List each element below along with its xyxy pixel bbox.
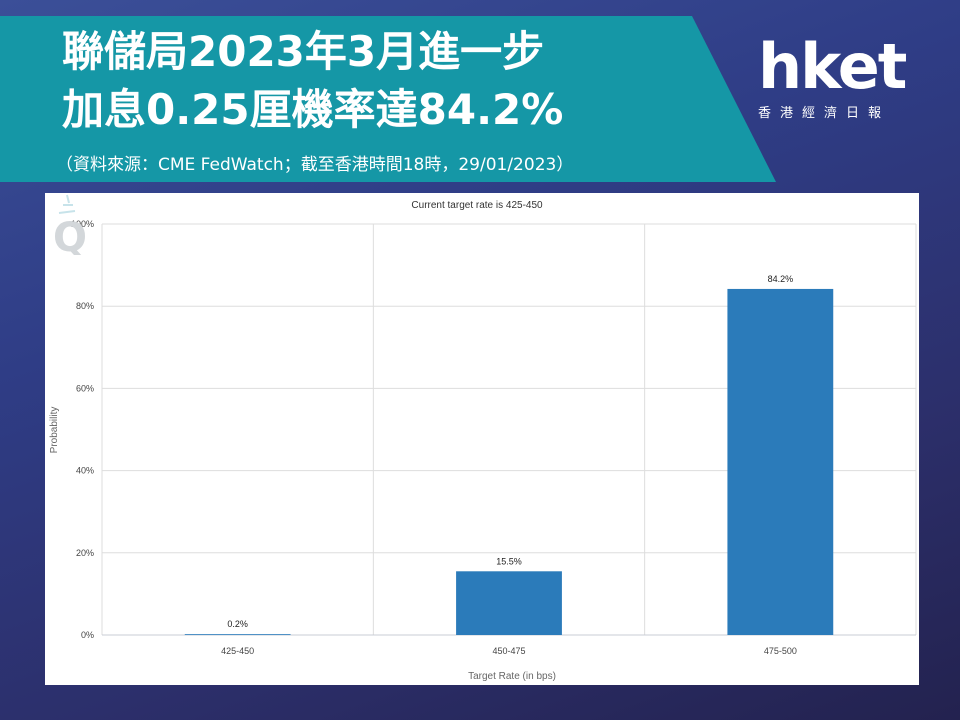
logo-wordmark: hket	[758, 30, 907, 103]
y-tick-label: 0%	[81, 630, 94, 640]
data-label: 0.2%	[227, 619, 248, 629]
header-banner: 聯儲局2023年3月進一步 加息0.25厘機率達84.2% （資料來源：CME …	[0, 0, 960, 188]
q-watermark-icon: Q	[53, 194, 87, 255]
headline-line-1: 聯儲局2023年3月進一步	[62, 27, 545, 76]
bar	[727, 288, 834, 635]
bar-chart: Current target rate is 425-450 0.2% 15.5%…	[49, 200, 917, 682]
banner-background	[0, 16, 776, 182]
y-tick-label: 20%	[76, 548, 94, 558]
data-label: 84.2%	[768, 274, 794, 284]
logo-subtitle: 香港經濟日報	[758, 106, 891, 121]
bars: 0.2% 15.5% 84.2%	[184, 274, 834, 635]
tick-labels: 0% 20% 40% 60% 80% 100% 425-450 450-475 475-500	[71, 219, 797, 656]
chart-panel: Current target rate is 425-450 0.2% 15.5%…	[45, 193, 919, 685]
x-tick-label: 475-500	[764, 646, 797, 656]
x-axis-label: Target Rate (in bps)	[468, 671, 556, 682]
hket-logo: hket 香港經濟日報	[758, 36, 918, 128]
bar	[456, 571, 562, 635]
source-note: （資料來源：CME FedWatch；截至香港時間18時，29/01/2023）	[56, 155, 574, 175]
y-axis-label: Probability	[49, 407, 60, 454]
y-tick-label: 80%	[76, 301, 94, 311]
y-tick-label: 100%	[71, 219, 94, 229]
headline-line-2: 加息0.25厘機率達84.2%	[62, 85, 564, 134]
banner-teal-shape	[0, 16, 776, 182]
svg-text:Q: Q	[53, 215, 87, 255]
bar	[184, 634, 291, 635]
y-tick-label: 40%	[76, 466, 94, 476]
x-tick-label: 425-450	[221, 646, 254, 656]
chart-title: Current target rate is 425-450	[411, 200, 543, 211]
data-label: 15.5%	[496, 556, 522, 566]
x-tick-label: 450-475	[492, 646, 525, 656]
y-tick-label: 60%	[76, 383, 94, 393]
